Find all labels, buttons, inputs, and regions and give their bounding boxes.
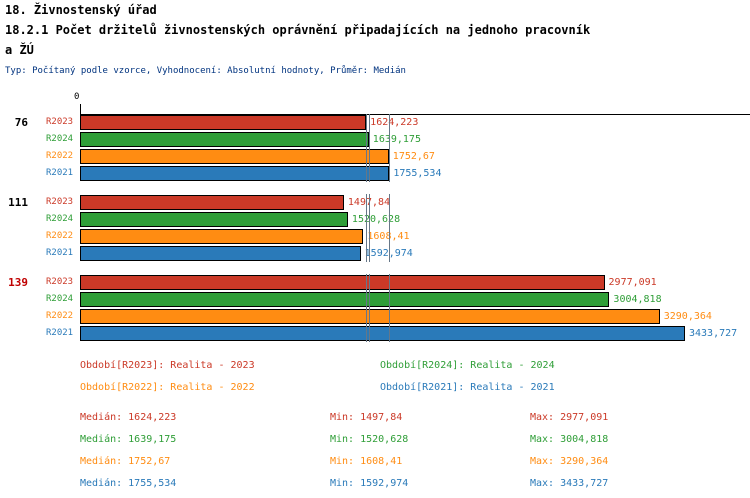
series-label-r2023: R2023 (46, 197, 74, 207)
median-marker-line (368, 274, 370, 342)
group-label: 111 (8, 196, 28, 209)
median-marker-line (366, 114, 368, 182)
bar-r2023 (80, 195, 344, 210)
series-label-r2023: R2023 (46, 277, 74, 287)
median-marker-line (366, 194, 368, 262)
bar-r2023 (80, 275, 605, 290)
series-label-r2022: R2022 (46, 311, 74, 321)
bar-r2024 (80, 292, 610, 307)
legend-item-r2024: Období[R2024]: Realita - 2024 (380, 360, 555, 371)
stat-median-r2024: Medián: 1639,175 (80, 434, 177, 445)
median-marker-line (366, 274, 368, 342)
series-label-r2022: R2022 (46, 231, 74, 241)
page-title: 18. Živnostenský úřad (5, 3, 157, 17)
bar-r2021 (80, 326, 685, 341)
bar-r2022 (80, 309, 660, 324)
series-label-r2021: R2021 (46, 168, 74, 178)
stat-max-r2023: Max: 2977,091 (530, 412, 609, 423)
group-label: 76 (14, 116, 28, 129)
legend-item-r2022: Období[R2022]: Realita - 2022 (80, 382, 255, 393)
bar-r2023 (80, 115, 367, 130)
series-label-r2021: R2021 (46, 328, 74, 338)
stat-min-r2021: Min: 1592,974 (330, 478, 409, 489)
legend-item-r2021: Období[R2021]: Realita - 2021 (380, 382, 555, 393)
series-label-r2022: R2022 (46, 151, 74, 161)
median-marker-line (389, 274, 391, 342)
chart-area: 0 76 R2023 1624,223 R2024 1639,175 R2022 1752,… (0, 90, 750, 352)
stat-max-r2021: Max: 3433,727 (530, 478, 609, 489)
bar-r2022 (80, 229, 364, 244)
bar-value-label: 1520,628 (351, 214, 401, 225)
series-label-r2024: R2024 (46, 294, 74, 304)
median-marker-line (388, 194, 390, 262)
stat-median-r2022: Medián: 1752,67 (80, 456, 171, 467)
median-marker-line (368, 114, 370, 182)
median-marker-line (389, 194, 391, 262)
stat-min-r2023: Min: 1497,84 (330, 412, 403, 423)
x-axis-zero-label: 0 (74, 92, 80, 102)
series-label-r2024: R2024 (46, 134, 74, 144)
chart-subtitle-line2: a ŽÚ (5, 43, 34, 57)
bar-value-label: 2977,091 (608, 277, 657, 288)
bar-value-label: 3004,818 (613, 294, 662, 305)
stat-min-r2024: Min: 1520,628 (330, 434, 409, 445)
median-marker-line (368, 194, 370, 262)
bar-value-label: 1639,175 (372, 134, 421, 145)
bar-value-label: 1752,67 (392, 151, 435, 162)
bar-value-label: 1624,223 (370, 117, 419, 128)
bar-r2021 (80, 246, 361, 261)
bar-r2021 (80, 166, 390, 181)
chart-subtitle-line1: 18.2.1 Počet držitelů živnostenských opr… (5, 23, 591, 37)
chart-stats: Medián: 1624,223 Min: 1497,84 Max: 2977,09… (0, 412, 750, 498)
series-label-r2021: R2021 (46, 248, 74, 258)
x-axis-tick (80, 104, 81, 114)
legend-item-r2023: Období[R2023]: Realita - 2023 (80, 360, 255, 371)
series-label-r2024: R2024 (46, 214, 74, 224)
stat-median-r2021: Medián: 1755,534 (80, 478, 177, 489)
bar-r2024 (80, 212, 348, 227)
median-marker-line (389, 114, 391, 182)
stat-min-r2022: Min: 1608,41 (330, 456, 403, 467)
bar-value-label: 3433,727 (689, 328, 738, 339)
stat-max-r2024: Max: 3004,818 (530, 434, 609, 445)
bar-r2022 (80, 149, 389, 164)
bar-r2024 (80, 132, 369, 147)
group-label: 139 (8, 276, 28, 289)
chart-legend: Období[R2023]: Realita - 2023 Období[R202… (0, 360, 750, 406)
bar-value-label: 1608,41 (367, 229, 409, 244)
stat-max-r2022: Max: 3290,364 (530, 456, 609, 467)
bar-value-label: 1755,534 (393, 168, 442, 179)
stat-median-r2023: Medián: 1624,223 (80, 412, 177, 423)
chart-meta-info: Typ: Počítaný podle vzorce, Vyhodnocení:… (5, 66, 406, 76)
x-axis-line (80, 114, 750, 115)
series-label-r2023: R2023 (46, 117, 74, 127)
median-marker-line (388, 274, 390, 342)
median-marker-line (388, 114, 390, 182)
bar-value-label: 3290,364 (663, 311, 712, 322)
bar-value-label: 1592,974 (365, 246, 413, 261)
